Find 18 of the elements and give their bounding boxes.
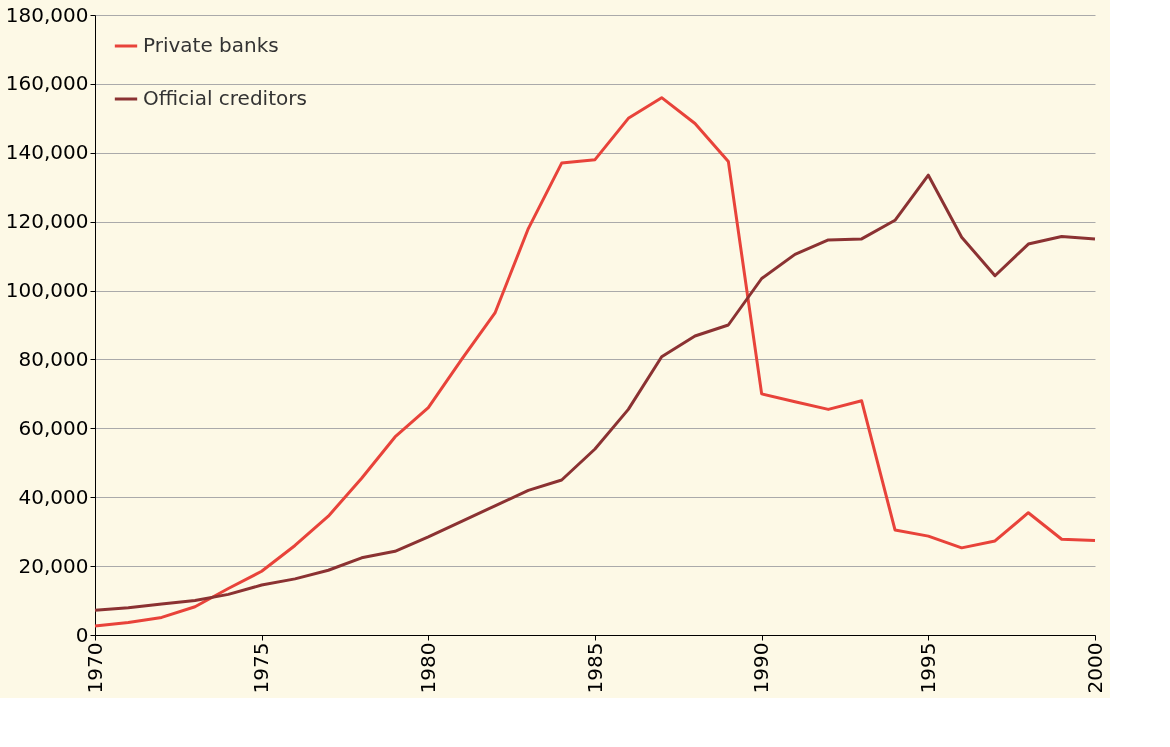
- y-tick-label: 20,000: [18, 553, 89, 578]
- y-tick-label: 140,000: [5, 140, 89, 165]
- x-tick-label: 1985: [582, 642, 607, 694]
- x-tick-label: 1980: [415, 642, 440, 694]
- y-tick-label: 120,000: [5, 209, 89, 234]
- x-tick-label: 1975: [249, 642, 274, 694]
- x-tick-label: 2000: [1082, 642, 1107, 694]
- legend-label: Official creditors: [143, 86, 307, 110]
- y-tick-label: 60,000: [18, 415, 89, 440]
- y-tick-label: 40,000: [18, 484, 89, 509]
- line-series: [93, 173, 1097, 612]
- y-tick-label: 80,000: [18, 346, 89, 371]
- x-tick-label: 1990: [749, 642, 774, 694]
- x-tick-label: 1995: [915, 642, 940, 694]
- y-tick-label: 180,000: [5, 2, 89, 27]
- y-tick-label: 100,000: [5, 278, 89, 303]
- y-tick-label: 160,000: [5, 71, 89, 96]
- legend-label: Private banks: [143, 33, 279, 57]
